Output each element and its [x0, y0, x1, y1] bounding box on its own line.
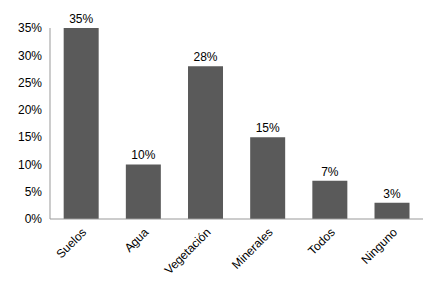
svg-text:35%: 35% — [18, 21, 42, 35]
svg-text:35%: 35% — [69, 12, 93, 26]
svg-text:3%: 3% — [383, 187, 401, 201]
svg-text:25%: 25% — [18, 76, 42, 90]
svg-text:Minerales: Minerales — [229, 225, 276, 272]
svg-text:7%: 7% — [321, 165, 339, 179]
svg-text:Suelos: Suelos — [53, 225, 89, 261]
svg-text:Todos: Todos — [305, 225, 338, 258]
svg-text:Ninguno: Ninguno — [359, 225, 401, 267]
svg-text:15%: 15% — [256, 121, 280, 135]
svg-text:0%: 0% — [25, 212, 43, 226]
svg-text:10%: 10% — [18, 158, 42, 172]
svg-text:Agua: Agua — [122, 225, 152, 255]
svg-text:5%: 5% — [25, 185, 43, 199]
svg-text:28%: 28% — [193, 50, 217, 64]
svg-text:15%: 15% — [18, 130, 42, 144]
svg-text:10%: 10% — [131, 148, 155, 162]
svg-text:Vegetación: Vegetación — [162, 225, 214, 277]
svg-text:20%: 20% — [18, 103, 42, 117]
svg-text:30%: 30% — [18, 49, 42, 63]
